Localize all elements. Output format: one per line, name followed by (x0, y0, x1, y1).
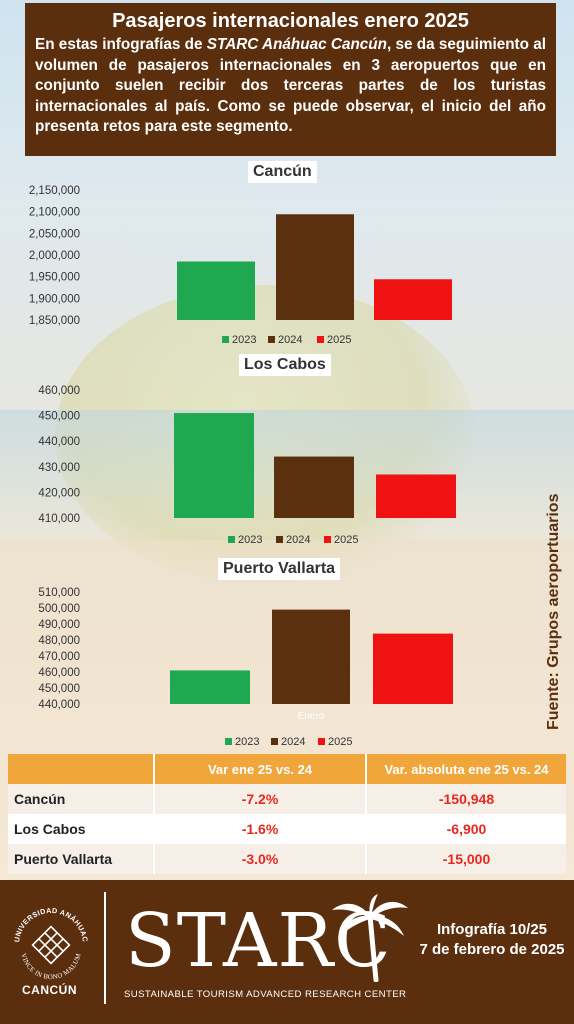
infographic-info: Infografía 10/25 7 de febrero de 2025 (418, 920, 566, 960)
y-tick-label: 420,000 (38, 487, 80, 499)
bar-2024 (274, 456, 354, 518)
table-cell-var-pct: -1.6% (153, 814, 366, 844)
y-tick-label: 500,000 (38, 603, 80, 615)
table-header-var-abs: Var. absoluta ene 25 vs. 24 (365, 754, 566, 784)
legend-swatch-2024 (271, 738, 278, 745)
y-tick-label: 440,000 (38, 436, 80, 448)
infographic-number: Infografía 10/25 (436, 921, 548, 938)
chart-title-puerto-vallarta: Puerto Vallarta (218, 558, 341, 580)
y-tick-label: 2,050,000 (29, 228, 80, 240)
legend-swatch-2023 (228, 536, 235, 543)
y-tick-label: 1,850,000 (29, 315, 80, 327)
footer-divider (104, 892, 106, 1004)
y-tick-label: 490,000 (38, 619, 80, 631)
table-header-blank (8, 754, 154, 784)
table-cell-var-pct: -3.0% (153, 844, 366, 874)
bar-2025 (373, 633, 453, 704)
starc-tagline: SUSTAINABLE TOURISM ADVANCED RESEARCH CE… (124, 989, 407, 1000)
y-tick-label: 460,000 (38, 667, 80, 679)
infographic-date: 7 de febrero de 2025 (419, 941, 565, 958)
table-cell-var-pct: -7.2% (153, 784, 366, 814)
legend-label-2025: 2025 (327, 334, 351, 346)
table-row: Cancún -7.2% -150,948 (8, 784, 566, 814)
y-tick-label: 460,000 (38, 385, 80, 397)
y-tick-label: 440,000 (38, 699, 80, 711)
table-cell-var-abs: -15,000 (365, 844, 566, 874)
bar-2023 (174, 413, 254, 518)
bar-2024 (272, 609, 350, 704)
legend-label-2024: 2024 (281, 736, 305, 748)
legend-swatch-2025 (317, 336, 324, 343)
anahuac-seal-icon: UNIVERSIDAD ANÁHUAC VINCE IN BONO MALUM (12, 906, 90, 981)
legend-label-2024: 2024 (286, 534, 310, 546)
table-header-var-pct: Var ene 25 vs. 24 (153, 754, 366, 784)
legend-label-2023: 2023 (235, 736, 259, 748)
legend-swatch-2025 (324, 536, 331, 543)
page-title: Pasajeros internacionales enero 2025 (112, 10, 469, 32)
legend-swatch-2023 (225, 738, 232, 745)
charts-area: 1,850,000 1,900,000 1,950,000 2,000,000 2,05… (29, 185, 456, 748)
bar-2023 (177, 261, 255, 320)
legend-label-2023: 2023 (232, 334, 256, 346)
campus-label: CANCÚN (22, 983, 77, 997)
intro-emphasis: STARC Anáhuac Cancún (206, 36, 387, 53)
bar-2025 (376, 474, 456, 518)
table-header-row: Var ene 25 vs. 24 Var. absoluta ene 25 v… (8, 754, 566, 784)
y-tick-label: 480,000 (38, 635, 80, 647)
legend-label-2024: 2024 (278, 334, 302, 346)
legend-label-2025: 2025 (334, 534, 358, 546)
y-tick-label: 2,100,000 (29, 207, 80, 219)
legend-label-2025: 2025 (328, 736, 352, 748)
svg-text:VINCE IN BONO MALUM: VINCE IN BONO MALUM (19, 953, 82, 981)
y-tick-label: 510,000 (38, 587, 80, 599)
table-cell-airport: Cancún (8, 784, 154, 814)
bar-2025 (374, 279, 452, 320)
legend-label-2023: 2023 (238, 534, 262, 546)
legend-swatch-2023 (222, 336, 229, 343)
table-cell-airport: Puerto Vallarta (8, 844, 154, 874)
source-note: Fuente: Grupos aeroportuarios (545, 493, 562, 730)
legend-swatch-2025 (318, 738, 325, 745)
legend-swatch-2024 (276, 536, 283, 543)
footer: UNIVERSIDAD ANÁHUAC VINCE IN BONO MALUM … (0, 880, 574, 1024)
y-tick-label: 1,950,000 (29, 272, 80, 284)
y-tick-label: 410,000 (38, 513, 80, 525)
table-cell-var-abs: -150,948 (365, 784, 566, 814)
variation-table: Var ene 25 vs. 24 Var. absoluta ene 25 v… (8, 754, 566, 874)
y-tick-label: 450,000 (38, 411, 80, 423)
legend-swatch-2024 (268, 336, 275, 343)
chart-title-cancun: Cancún (248, 161, 317, 183)
table-row: Los Cabos -1.6% -6,900 (8, 814, 566, 844)
table-cell-airport: Los Cabos (8, 814, 154, 844)
y-tick-label: 470,000 (38, 651, 80, 663)
bar-2024 (276, 214, 354, 320)
table-row: Puerto Vallarta -3.0% -15,000 (8, 844, 566, 874)
intro-text: En estas infografías de STARC Anáhuac Ca… (35, 36, 547, 136)
table-cell-var-abs: -6,900 (365, 814, 566, 844)
y-tick-label: 2,150,000 (29, 185, 80, 197)
palm-tree-icon (332, 894, 408, 982)
x-axis-label: Enero (298, 711, 325, 722)
header-panel: Pasajeros internacionales enero 2025 En … (25, 3, 556, 156)
svg-text:UNIVERSIDAD ANÁHUAC: UNIVERSIDAD ANÁHUAC (12, 906, 90, 943)
chart-title-los-cabos: Los Cabos (239, 354, 331, 376)
starc-logo: STARC (125, 898, 392, 984)
y-tick-label: 450,000 (38, 683, 80, 695)
y-tick-label: 1,900,000 (29, 293, 80, 305)
bar-2023 (170, 670, 250, 704)
y-tick-label: 2,000,000 (29, 250, 80, 262)
y-tick-label: 430,000 (38, 462, 80, 474)
